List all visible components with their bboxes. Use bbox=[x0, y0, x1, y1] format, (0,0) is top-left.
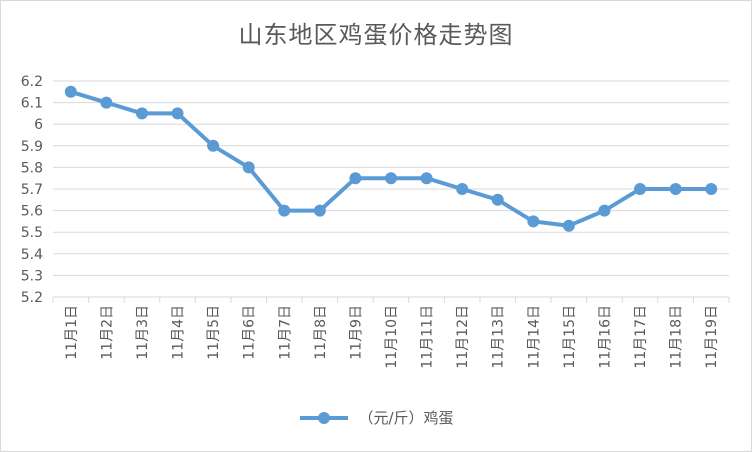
x-tick-label: 11月15日 bbox=[562, 305, 578, 369]
y-tick-label: 5.5 bbox=[21, 225, 43, 241]
x-tick-label: 11月18日 bbox=[669, 305, 685, 369]
x-tick-label: 11月16日 bbox=[597, 305, 613, 369]
y-tick-label: 5.2 bbox=[21, 290, 43, 306]
y-tick-label: 6.2 bbox=[21, 74, 43, 90]
y-tick-label: 6 bbox=[34, 117, 43, 133]
x-tick-label: 11月11日 bbox=[420, 305, 436, 369]
data-point bbox=[135, 107, 148, 120]
chart-legend: （元/斤）鸡蛋 bbox=[1, 407, 751, 428]
x-tick-label: 11月14日 bbox=[526, 305, 542, 369]
data-point bbox=[385, 172, 397, 185]
x-tick-label: 11月3日 bbox=[135, 305, 151, 360]
data-point bbox=[420, 172, 433, 185]
y-tick-label: 5.3 bbox=[21, 268, 43, 284]
data-point bbox=[64, 85, 77, 98]
data-point bbox=[669, 183, 682, 195]
data-point bbox=[705, 183, 718, 195]
data-point bbox=[313, 204, 326, 217]
x-tick-label: 11月19日 bbox=[704, 305, 720, 369]
x-tick-label: 11月17日 bbox=[633, 305, 649, 369]
x-tick-label: 11月7日 bbox=[277, 305, 293, 360]
y-tick-label: 5.9 bbox=[21, 139, 43, 155]
y-tick-label: 5.7 bbox=[21, 182, 43, 198]
line-chart: 5.2 5.3 5.4 5.5 5.6 5.7 5.8 5.9 6 6.1 6.2 11月1日 11月2… bbox=[21, 74, 730, 369]
data-point bbox=[100, 96, 113, 109]
x-tick-label: 11月12日 bbox=[455, 305, 471, 369]
data-point bbox=[171, 107, 184, 120]
data-point bbox=[207, 139, 220, 152]
x-tick-label: 11月5日 bbox=[206, 305, 222, 360]
legend-line-marker bbox=[300, 411, 349, 424]
chart-title: 山东地区鸡蛋价格走势图 bbox=[238, 21, 514, 49]
data-point bbox=[456, 183, 469, 195]
x-tick-label: 11月6日 bbox=[242, 305, 258, 360]
x-tick-label: 11月13日 bbox=[491, 305, 507, 369]
data-point bbox=[349, 172, 362, 185]
x-tick-label: 11月1日 bbox=[64, 305, 80, 360]
y-tick-label: 5.8 bbox=[21, 160, 43, 176]
x-tick-label: 11月2日 bbox=[99, 305, 115, 360]
data-point bbox=[527, 215, 540, 228]
y-tick-label: 5.4 bbox=[21, 247, 43, 263]
data-point bbox=[278, 204, 291, 217]
data-point bbox=[634, 183, 647, 195]
y-tick-label: 6.1 bbox=[21, 96, 43, 112]
x-tick-label: 11月9日 bbox=[348, 305, 364, 360]
data-point bbox=[242, 161, 255, 174]
x-tick-label: 11月8日 bbox=[313, 305, 329, 360]
data-point bbox=[562, 219, 575, 232]
series-line bbox=[70, 89, 712, 228]
legend-label: （元/斤）鸡蛋 bbox=[358, 409, 454, 427]
data-point bbox=[491, 193, 504, 206]
x-tick-label: 11月4日 bbox=[171, 305, 187, 360]
data-point bbox=[598, 204, 611, 217]
x-tick-label: 11月10日 bbox=[384, 305, 400, 369]
y-tick-label: 5.6 bbox=[21, 204, 43, 220]
